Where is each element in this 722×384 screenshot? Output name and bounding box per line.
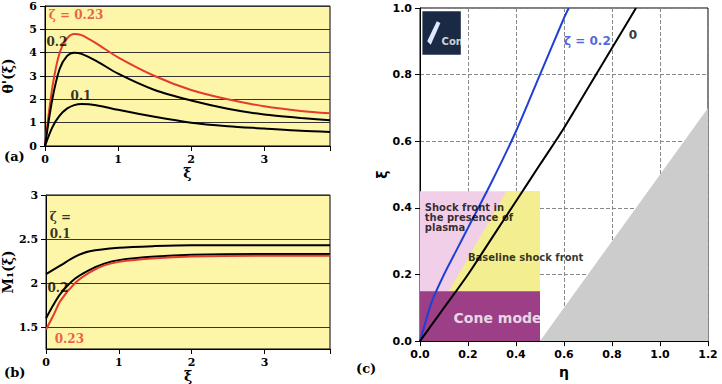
- svg-text:Shock front in: Shock front in: [424, 202, 508, 214]
- svg-text:4: 4: [29, 46, 37, 59]
- svg-text:plasma: plasma: [425, 222, 465, 233]
- svg-text:0.4: 0.4: [506, 348, 526, 361]
- svg-text:ξ: ξ: [184, 368, 192, 384]
- svg-text:2.5: 2.5: [19, 233, 38, 246]
- svg-text:ζ = 0.23: ζ = 0.23: [49, 8, 104, 22]
- svg-text:2: 2: [29, 93, 37, 106]
- svg-text:(b): (b): [4, 365, 25, 380]
- svg-text:(a): (a): [4, 149, 25, 164]
- svg-text:ξ: ξ: [374, 170, 390, 178]
- svg-text:6: 6: [29, 0, 37, 13]
- svg-text:0.2: 0.2: [47, 281, 68, 295]
- svg-text:3: 3: [29, 70, 37, 83]
- svg-text:η: η: [559, 364, 569, 380]
- svg-text:0: 0: [29, 140, 37, 153]
- svg-text:1: 1: [29, 116, 37, 129]
- svg-text:0.6: 0.6: [393, 135, 413, 148]
- svg-text:0.6: 0.6: [554, 348, 574, 361]
- svg-text:1.2: 1.2: [698, 348, 718, 361]
- svg-text:0.1: 0.1: [71, 89, 92, 103]
- svg-text:0.4: 0.4: [393, 201, 413, 214]
- svg-text:0: 0: [42, 356, 50, 369]
- svg-text:0.0: 0.0: [393, 335, 413, 348]
- svg-text:(c): (c): [356, 361, 376, 376]
- svg-text:0.1: 0.1: [50, 227, 71, 241]
- svg-text:0.8: 0.8: [393, 68, 413, 81]
- svg-text:5: 5: [29, 23, 37, 36]
- svg-text:0.23: 0.23: [55, 332, 84, 346]
- svg-text:1.5: 1.5: [19, 321, 38, 334]
- svg-text:Cone model: Cone model: [442, 36, 508, 47]
- svg-text:θ'(ξ): θ'(ξ): [0, 58, 16, 93]
- svg-text:0.8: 0.8: [602, 348, 622, 361]
- svg-text:1: 1: [114, 153, 122, 166]
- svg-text:2: 2: [188, 356, 196, 369]
- svg-text:1: 1: [115, 356, 123, 369]
- svg-text:0.2: 0.2: [46, 35, 67, 49]
- svg-text:3: 3: [261, 356, 269, 369]
- svg-text:0: 0: [629, 28, 637, 42]
- svg-text:0.0: 0.0: [410, 348, 430, 361]
- svg-text:0.2: 0.2: [393, 268, 413, 281]
- svg-text:ζ = 0.2: ζ = 0.2: [564, 34, 611, 48]
- svg-text:1.0: 1.0: [650, 348, 670, 361]
- svg-text:ξ: ξ: [183, 165, 191, 181]
- svg-text:0: 0: [41, 153, 49, 166]
- svg-text:2: 2: [187, 153, 195, 166]
- svg-text:3: 3: [260, 153, 268, 166]
- svg-text:1.0: 1.0: [393, 2, 413, 15]
- svg-text:Cone model: Cone model: [454, 310, 547, 326]
- svg-text:M₁(ξ): M₁(ξ): [0, 250, 16, 293]
- svg-text:0.2: 0.2: [458, 348, 478, 361]
- svg-text:the presence of: the presence of: [424, 212, 517, 224]
- svg-text:2: 2: [30, 277, 38, 290]
- svg-text:3: 3: [30, 189, 38, 202]
- svg-text:Baseline shock front: Baseline shock front: [468, 252, 584, 263]
- svg-text:ζ =: ζ =: [50, 210, 71, 224]
